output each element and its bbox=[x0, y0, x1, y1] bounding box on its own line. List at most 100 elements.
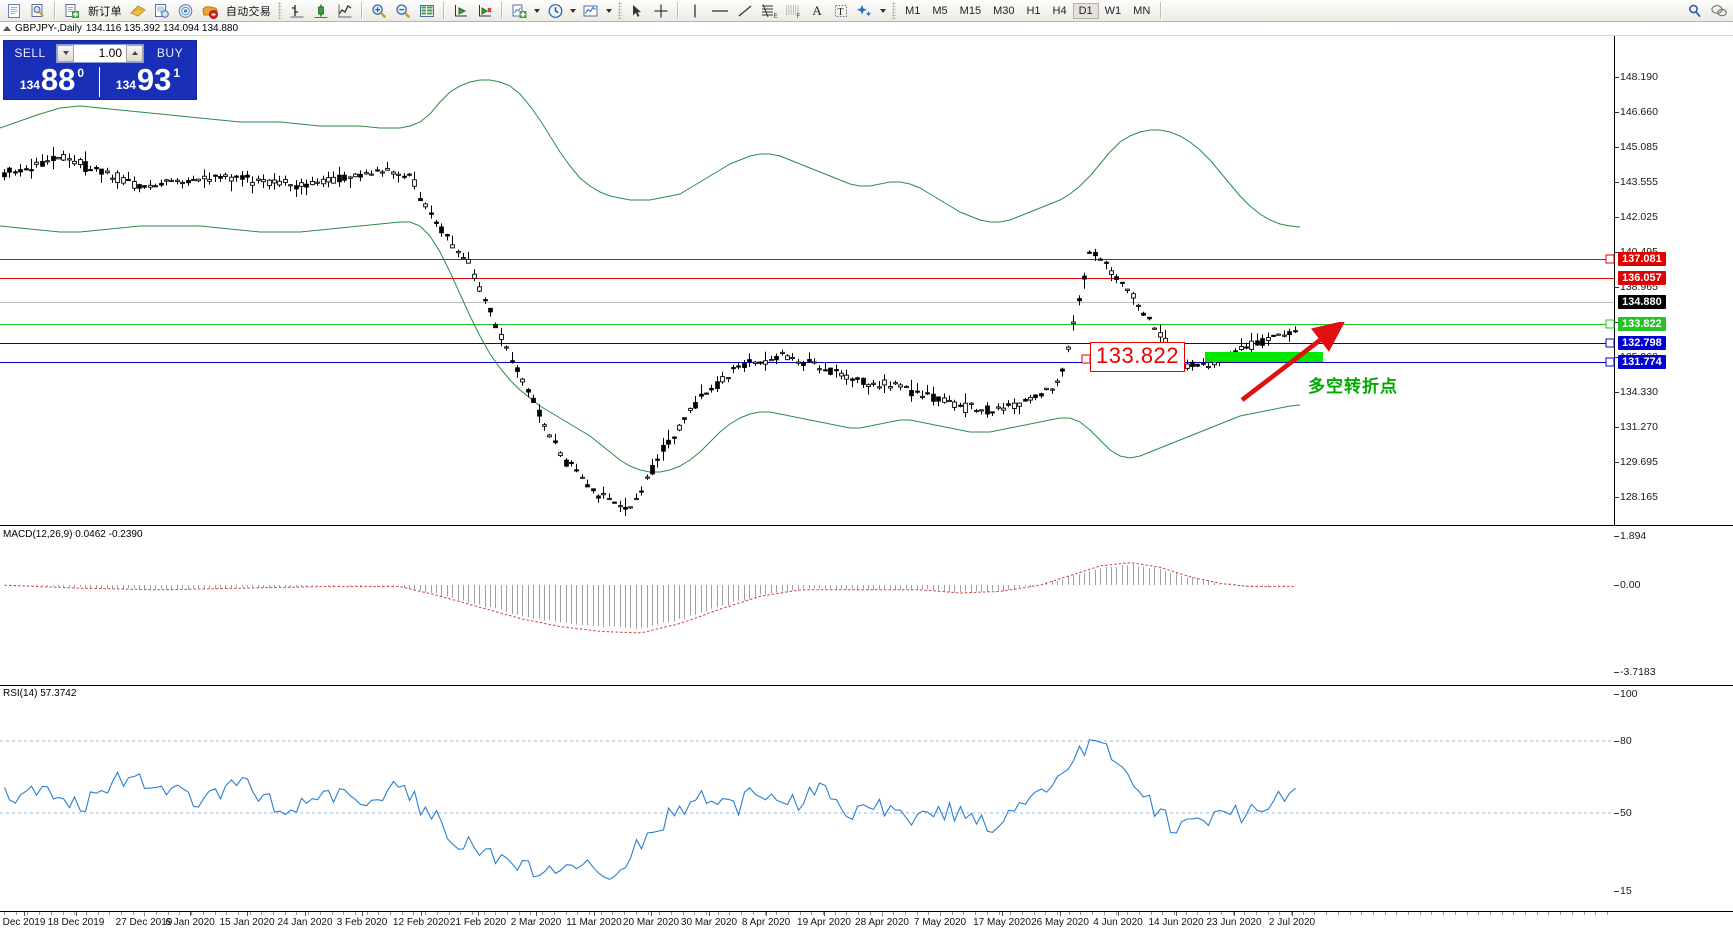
support-label-133822[interactable]: 133.822 bbox=[1618, 317, 1666, 331]
profiles-icon[interactable] bbox=[26, 1, 50, 21]
volume-increment-button[interactable] bbox=[126, 44, 143, 62]
zoom-in-icon[interactable] bbox=[367, 1, 391, 21]
buy-button[interactable]: BUY bbox=[156, 46, 184, 60]
volume-decrement-button[interactable] bbox=[57, 44, 74, 62]
support-line-132798[interactable] bbox=[0, 343, 1614, 344]
line-handle-133822[interactable] bbox=[1605, 319, 1615, 329]
line-handle-132798[interactable] bbox=[1605, 338, 1615, 348]
market-watch-icon[interactable] bbox=[174, 1, 198, 21]
sell-price[interactable]: 134 88 0 bbox=[4, 64, 100, 99]
chinese-note-annotation[interactable]: 多空转折点 bbox=[1308, 377, 1398, 396]
date-tick bbox=[1060, 912, 1061, 916]
resistance-line-137081[interactable] bbox=[0, 259, 1614, 260]
horizontal-line-icon[interactable] bbox=[707, 1, 733, 21]
date-label: 7 May 2020 bbox=[913, 917, 967, 928]
chart-shift-icon[interactable] bbox=[449, 1, 473, 21]
date-label: 28 Apr 2020 bbox=[855, 917, 909, 928]
indicators-dropdown-caret[interactable] bbox=[534, 8, 541, 13]
channel-icon[interactable]: F bbox=[781, 1, 805, 21]
new-order-label[interactable]: 新订单 bbox=[88, 5, 122, 18]
objects-icon[interactable] bbox=[853, 1, 877, 21]
vertical-line-icon[interactable] bbox=[683, 1, 707, 21]
rsi-pane[interactable] bbox=[0, 685, 1733, 913]
tab-timeframe-m5[interactable]: M5 bbox=[932, 4, 948, 17]
new-chart-icon[interactable] bbox=[2, 1, 26, 21]
volume-stepper[interactable]: 1.00 bbox=[56, 43, 144, 63]
text-icon[interactable]: A bbox=[812, 2, 822, 18]
period-dropdown-caret[interactable] bbox=[570, 8, 577, 13]
tab-timeframe-m1[interactable]: M1 bbox=[905, 4, 921, 17]
date-minor-tick bbox=[1326, 912, 1327, 915]
collapse-icon[interactable] bbox=[3, 26, 11, 31]
date-minor-tick bbox=[999, 912, 1000, 915]
bar-chart-icon[interactable] bbox=[285, 1, 309, 21]
trend-arrow-icon[interactable] bbox=[1236, 322, 1356, 412]
grid-icon[interactable] bbox=[415, 1, 439, 21]
resistance-line-136057[interactable] bbox=[0, 278, 1614, 279]
sell-button[interactable]: SELL bbox=[14, 46, 46, 60]
one-click-trading-panel[interactable]: SELL 1.00 BUY 134 88 0 134 93 1 bbox=[3, 40, 197, 100]
price-tick: 128.165 bbox=[1620, 491, 1658, 503]
price-box-annotation[interactable]: 133.822 bbox=[1090, 342, 1186, 372]
cursor-icon[interactable] bbox=[625, 1, 649, 21]
auto-trading-label[interactable]: 自动交易 bbox=[225, 5, 272, 18]
date-minor-tick bbox=[1525, 912, 1526, 915]
tab-timeframe-d1[interactable]: D1 bbox=[1072, 2, 1099, 19]
tab-timeframe-m30[interactable]: M30 bbox=[993, 4, 1015, 17]
zoom-out-icon[interactable] bbox=[391, 1, 415, 21]
chart-canvas[interactable]: 148.190 146.660 145.085 143.555 142.025 … bbox=[0, 35, 1733, 913]
date-minor-tick bbox=[1197, 912, 1198, 915]
green-highlight-zone[interactable] bbox=[1205, 352, 1323, 362]
auto-trading-button[interactable] bbox=[198, 1, 222, 21]
macd-pane[interactable] bbox=[0, 525, 1733, 686]
resistance-label-136057[interactable]: 136.057 bbox=[1618, 271, 1666, 285]
date-minor-tick bbox=[1139, 912, 1140, 915]
support-line-133822[interactable] bbox=[0, 324, 1614, 325]
date-minor-tick bbox=[367, 912, 368, 915]
line-chart-icon[interactable] bbox=[333, 1, 357, 21]
line-handle-137081[interactable] bbox=[1605, 254, 1615, 264]
period-icon[interactable] bbox=[543, 1, 567, 21]
chat-icon[interactable] bbox=[1707, 1, 1731, 21]
support-line-131774[interactable] bbox=[0, 362, 1614, 363]
date-minor-tick bbox=[1080, 912, 1081, 915]
new-order-button[interactable] bbox=[60, 1, 84, 21]
label-icon[interactable]: T bbox=[829, 1, 853, 21]
date-minor-tick bbox=[308, 912, 309, 915]
search-icon[interactable] bbox=[1683, 1, 1707, 21]
date-label: 27 Dec 2019 bbox=[115, 917, 173, 928]
templates-dropdown-caret[interactable] bbox=[606, 8, 613, 13]
price-box-handle[interactable] bbox=[1081, 354, 1091, 364]
resistance-label-137081[interactable]: 137.081 bbox=[1618, 252, 1666, 266]
volume-input[interactable]: 1.00 bbox=[98, 46, 122, 60]
date-minor-tick bbox=[1303, 912, 1304, 915]
tab-timeframe-w1[interactable]: W1 bbox=[1104, 4, 1122, 17]
indicators-icon[interactable] bbox=[507, 1, 531, 21]
date-minor-tick bbox=[1314, 912, 1315, 915]
support-label-132798[interactable]: 132.798 bbox=[1618, 336, 1666, 350]
date-minor-tick bbox=[987, 912, 988, 915]
fibo-icon[interactable]: E bbox=[757, 1, 781, 21]
metaeditor-icon[interactable] bbox=[126, 1, 150, 21]
date-minor-tick bbox=[1350, 912, 1351, 915]
line-handle-131774[interactable] bbox=[1605, 357, 1615, 367]
date-minor-tick bbox=[98, 912, 99, 915]
date-tick bbox=[24, 912, 25, 916]
symbol-label: GBPJPY-,Daily bbox=[15, 23, 82, 34]
price-tick: 148.190 bbox=[1620, 71, 1658, 83]
auto-scroll-icon[interactable] bbox=[473, 1, 497, 21]
tab-timeframe-h1[interactable]: H1 bbox=[1026, 4, 1041, 17]
templates-icon[interactable] bbox=[579, 1, 603, 21]
date-minor-tick bbox=[472, 912, 473, 915]
tab-timeframe-m15[interactable]: M15 bbox=[959, 4, 982, 17]
strategy-tester-icon[interactable] bbox=[150, 1, 174, 21]
objects-dropdown-caret[interactable] bbox=[880, 8, 887, 13]
tab-timeframe-mn[interactable]: MN bbox=[1133, 4, 1151, 17]
buy-price[interactable]: 134 93 1 bbox=[100, 64, 196, 99]
candlestick-chart-icon[interactable] bbox=[309, 1, 333, 21]
trendline-icon[interactable] bbox=[733, 1, 757, 21]
date-minor-tick bbox=[1268, 912, 1269, 915]
tab-timeframe-h4[interactable]: H4 bbox=[1052, 4, 1067, 17]
support-label-131774[interactable]: 131.774 bbox=[1618, 355, 1666, 369]
crosshair-icon[interactable] bbox=[649, 1, 673, 21]
